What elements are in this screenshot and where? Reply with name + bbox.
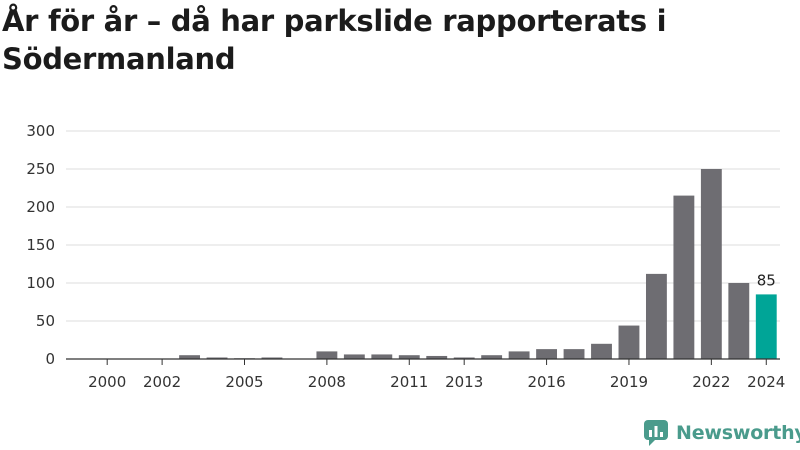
gridlines	[66, 130, 780, 322]
data-label-2024: 85	[757, 271, 776, 289]
x-axis: 2000 2002 2005 2008 2011 2013 2016 2019 2022 2024	[66, 358, 785, 391]
x-tick-label: 2002	[143, 373, 181, 391]
y-tick-label: 300	[26, 122, 55, 140]
x-tick-label: 2024	[747, 373, 785, 391]
bar-2013	[453, 357, 475, 359]
bar-2017	[563, 349, 585, 359]
bar-2020	[645, 273, 667, 359]
x-tick-label: 2011	[390, 373, 428, 391]
chart-title: År för år – då har parkslide rapporterat…	[2, 4, 667, 76]
x-tick-label: 2000	[88, 373, 126, 391]
bar-2024	[755, 294, 777, 359]
y-tick-label: 250	[26, 160, 55, 178]
y-tick-label: 50	[36, 312, 55, 330]
x-tick-label: 2016	[527, 373, 565, 391]
bar-2003	[179, 355, 201, 359]
bar-2016	[536, 349, 558, 359]
data-labels: 85	[757, 271, 776, 289]
bar-2011	[398, 355, 420, 359]
bar-2004	[206, 357, 228, 359]
y-tick-label: 200	[26, 198, 55, 216]
bar-series	[179, 169, 777, 359]
x-tick-label: 2008	[308, 373, 346, 391]
x-tick-label: 2005	[225, 373, 263, 391]
y-tick-label: 0	[45, 350, 55, 368]
bar-2009	[343, 354, 365, 359]
bar-chart-speech-bubble-icon	[644, 420, 668, 446]
brand-name: Newsworthy	[676, 422, 800, 444]
y-tick-label: 150	[26, 236, 55, 254]
newsworthy-logo[interactable]: Newsworthy	[643, 418, 800, 448]
bar-2018	[591, 343, 612, 359]
bar-2006	[261, 357, 283, 359]
bar-2019	[618, 325, 640, 359]
y-tick-label: 100	[26, 274, 55, 292]
bar-2012	[426, 355, 448, 359]
bar-2015	[508, 351, 530, 359]
bar-2022	[700, 169, 722, 359]
x-tick-label: 2013	[445, 373, 483, 391]
bar-2014	[481, 355, 503, 359]
bar-2021	[673, 195, 695, 359]
bar-2010	[371, 354, 393, 359]
x-tick-label: 2019	[610, 373, 648, 391]
x-tick-label: 2022	[692, 373, 730, 391]
bar-2023	[728, 283, 750, 359]
bar-2008	[316, 351, 338, 359]
y-axis: 0 50 100 150 200 250 300	[26, 122, 55, 368]
